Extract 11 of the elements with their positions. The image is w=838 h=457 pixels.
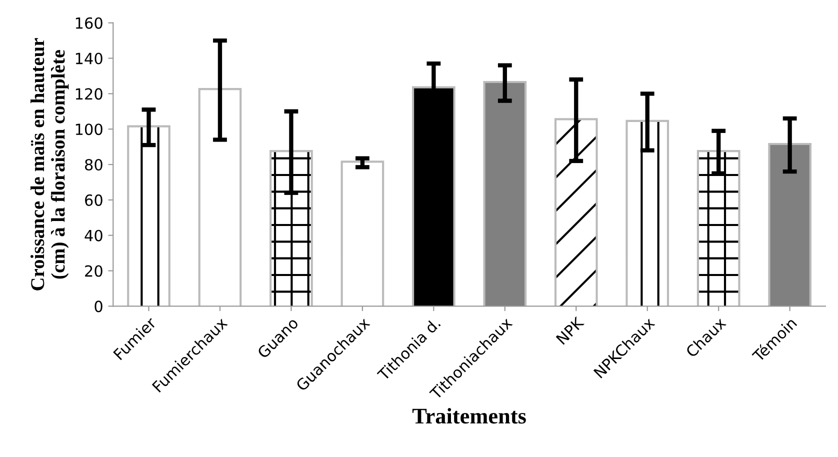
y-axis-title: Croissance de maïs en hauteur (cm) à la floraison complète <box>30 38 69 290</box>
y-tick-label: 40 <box>84 230 102 242</box>
y-tick-label: 60 <box>85 194 102 206</box>
y-tick-label: 20 <box>85 265 102 277</box>
y-tick-label: 140 <box>76 52 102 64</box>
y-tick-label: 80 <box>85 158 102 171</box>
y-tick-label: 0 <box>94 300 102 312</box>
x-axis-title: Traitements <box>412 408 526 424</box>
y-tick-label: 120 <box>76 88 102 100</box>
y-tick-label: 160 <box>76 17 102 29</box>
y-tick-label: 100 <box>76 124 102 136</box>
